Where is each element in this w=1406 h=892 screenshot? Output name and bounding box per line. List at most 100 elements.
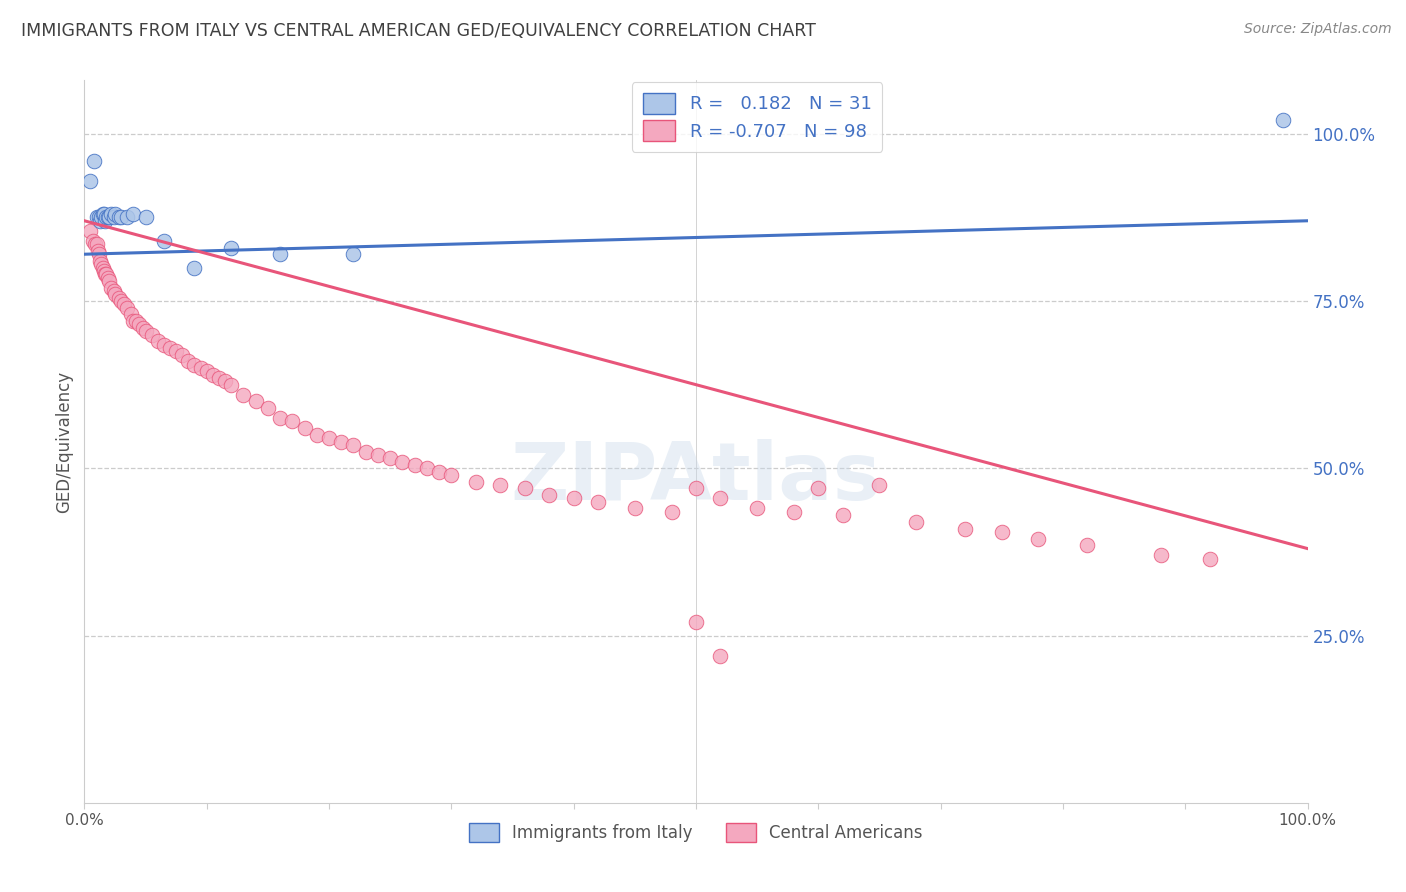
Point [128,318,150,332]
Point [354,444,377,458]
Point [120,307,142,322]
Point [905,515,928,529]
Point [132,321,155,335]
Point [991,524,1014,539]
Point [219,241,242,255]
Point [103,211,125,225]
Point [177,354,200,368]
Point [125,314,148,328]
Point [380,451,402,466]
Text: IMMIGRANTS FROM ITALY VS CENTRAL AMERICAN GED/EQUIVALENCY CORRELATION CHART: IMMIGRANTS FROM ITALY VS CENTRAL AMERICA… [21,22,815,40]
Point [318,431,340,445]
Point [97,270,120,285]
Y-axis label: GED/Equivalency: GED/Equivalency [55,370,73,513]
Point [783,505,806,519]
Point [110,211,132,225]
Point [269,411,291,425]
Point [94,268,117,282]
Point [103,284,125,298]
Point [82,234,104,248]
Point [183,260,205,275]
Point [115,301,138,315]
Point [586,494,609,508]
Point [219,377,242,392]
Point [1272,113,1295,128]
Point [96,268,118,282]
Point [294,421,316,435]
Point [153,234,176,248]
Point [135,211,157,225]
Point [208,371,231,385]
Point [159,341,181,355]
Point [342,438,364,452]
Point [342,247,364,261]
Point [305,427,328,442]
Point [104,287,127,301]
Point [464,475,486,489]
Point [685,615,707,630]
Point [747,501,769,516]
Point [141,327,163,342]
Point [538,488,561,502]
Point [214,375,236,389]
Legend: Immigrants from Italy, Central Americans: Immigrants from Italy, Central Americans [463,816,929,848]
Point [201,368,224,382]
Point [115,211,138,225]
Point [90,257,112,271]
Point [122,314,145,328]
Point [1028,532,1050,546]
Point [94,214,117,228]
Point [831,508,853,523]
Point [89,214,111,228]
Point [83,153,105,168]
Point [135,324,157,338]
Point [165,344,187,359]
Point [807,482,830,496]
Point [93,207,115,221]
Point [84,237,107,252]
Point [79,224,101,238]
Point [513,482,536,496]
Point [281,414,304,429]
Point [330,434,353,449]
Point [100,207,122,221]
Point [100,281,122,295]
Point [245,394,267,409]
Point [104,207,127,221]
Point [257,401,280,416]
Point [190,361,212,376]
Point [709,648,731,663]
Point [269,247,291,261]
Point [440,467,463,482]
Point [93,264,115,278]
Point [112,297,135,311]
Point [172,348,194,362]
Point [96,211,118,225]
Point [97,211,120,225]
Point [97,274,120,288]
Point [153,337,176,351]
Point [87,244,110,258]
Point [107,291,129,305]
Point [91,207,114,221]
Point [97,211,120,225]
Point [110,294,132,309]
Point [685,482,707,496]
Point [89,254,111,268]
Point [416,461,439,475]
Point [232,387,254,401]
Point [146,334,169,349]
Text: ZIPAtlas: ZIPAtlas [510,439,882,516]
Point [427,465,450,479]
Point [391,455,413,469]
Point [183,358,205,372]
Point [90,211,112,225]
Point [87,211,110,225]
Point [86,211,108,225]
Point [489,478,512,492]
Point [195,364,218,378]
Point [107,211,129,225]
Point [122,207,145,221]
Point [869,478,891,492]
Point [1076,538,1098,552]
